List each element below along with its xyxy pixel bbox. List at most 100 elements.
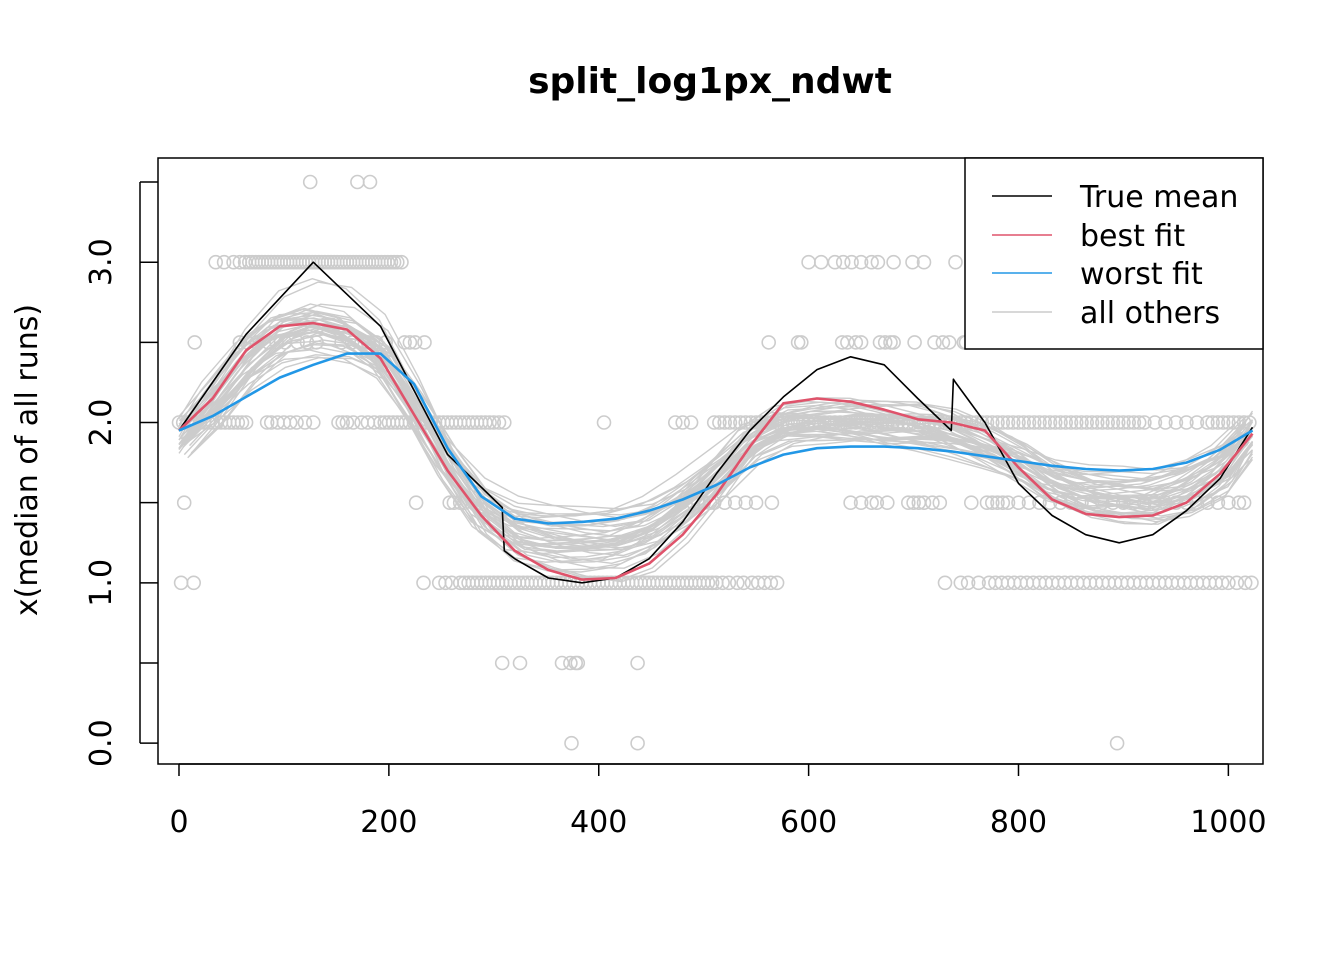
other-run-line: [183, 340, 1253, 543]
x-tick-label: 800: [990, 805, 1047, 840]
data-point: [1110, 415, 1126, 430]
data-point: [1000, 495, 1016, 511]
data-point: [238, 415, 254, 430]
data-point: [979, 495, 995, 511]
data-point: [706, 415, 722, 430]
data-point: [259, 415, 275, 430]
data-point: [1011, 495, 1026, 511]
data-point: [1011, 415, 1026, 430]
data-point: [1026, 415, 1042, 430]
data-point: [1215, 415, 1231, 430]
data-point: [729, 575, 745, 591]
data-point: [935, 335, 951, 350]
data-point: [1210, 415, 1226, 430]
data-point: [1000, 415, 1016, 430]
data-point: [1200, 415, 1215, 430]
data-point: [230, 415, 246, 430]
data-point: [305, 415, 321, 430]
data-point: [438, 575, 453, 591]
data-point: [1037, 415, 1052, 430]
data-point: [1168, 415, 1184, 430]
data-point: [496, 415, 512, 430]
data-point: [389, 254, 405, 270]
data-point: [712, 415, 727, 430]
data-point: [843, 495, 858, 511]
data-point: [722, 415, 738, 430]
data-point: [727, 495, 743, 511]
data-point: [345, 415, 361, 430]
data-point: [512, 655, 528, 671]
data-point: [366, 415, 382, 430]
data-point: [864, 254, 879, 270]
data-point: [282, 415, 298, 430]
other-run-line: [178, 321, 1241, 528]
worst-fit-line: [178, 352, 1254, 525]
data-point: [738, 495, 754, 511]
data-point: [835, 254, 851, 270]
data-point: [1137, 415, 1152, 430]
data-point: [937, 575, 953, 591]
data-point: [491, 415, 507, 430]
data-point: [335, 415, 351, 430]
data-point: [869, 495, 885, 511]
data-point: [813, 254, 829, 270]
data-point: [984, 495, 1000, 511]
data-point: [402, 335, 418, 350]
data-point: [769, 575, 785, 591]
data-point: [302, 174, 318, 190]
data-point: [173, 575, 189, 591]
data-point: [1231, 495, 1247, 511]
data-point: [187, 335, 202, 350]
data-point: [864, 495, 879, 511]
data-point: [208, 254, 223, 270]
data-point: [916, 495, 932, 511]
legend-label-all-others: all others: [1080, 296, 1220, 331]
data-point: [397, 335, 412, 350]
data-point: [727, 415, 743, 430]
data-point: [1121, 415, 1136, 430]
data-point: [1236, 495, 1252, 511]
legend-label-true-mean: True mean: [1079, 180, 1238, 215]
legend-label-best-fit: best fit: [1080, 219, 1185, 254]
other-run-line: [187, 339, 1254, 552]
data-point: [482, 415, 497, 430]
x-tick-label: 1000: [1190, 805, 1266, 840]
data-point: [1244, 575, 1259, 591]
data-point: [667, 415, 683, 430]
x-tick-label: 0: [169, 805, 188, 840]
data-point: [416, 575, 431, 591]
data-point: [801, 254, 816, 270]
data-point: [900, 495, 916, 511]
other-run-line: [182, 342, 1254, 548]
data-point: [1005, 415, 1021, 430]
data-point: [853, 335, 869, 350]
data-point: [1100, 415, 1115, 430]
data-point: [226, 254, 241, 270]
data-point: [763, 575, 779, 591]
data-point: [1214, 575, 1230, 591]
data-point: [417, 335, 432, 350]
data-point: [1109, 735, 1125, 751]
other-run-line: [178, 325, 1245, 555]
data-point: [486, 415, 502, 430]
data-point: [564, 735, 579, 751]
data-point: [953, 575, 969, 591]
data-point: [1147, 415, 1163, 430]
data-point: [916, 254, 932, 270]
legend-label-worst-fit: worst fit: [1080, 257, 1203, 292]
data-point: [362, 174, 378, 190]
data-point: [948, 254, 963, 270]
data-point: [848, 335, 864, 350]
data-point: [1016, 415, 1032, 430]
y-tick-label: 2.0: [84, 399, 119, 447]
data-point: [407, 335, 423, 350]
data-point: [853, 254, 869, 270]
data-point: [932, 495, 948, 511]
data-point: [1205, 415, 1220, 430]
data-point: [1237, 575, 1253, 591]
data-point: [1095, 415, 1110, 430]
other-run-line: [185, 303, 1254, 550]
data-point: [960, 575, 976, 591]
other-run-line: [184, 312, 1254, 542]
